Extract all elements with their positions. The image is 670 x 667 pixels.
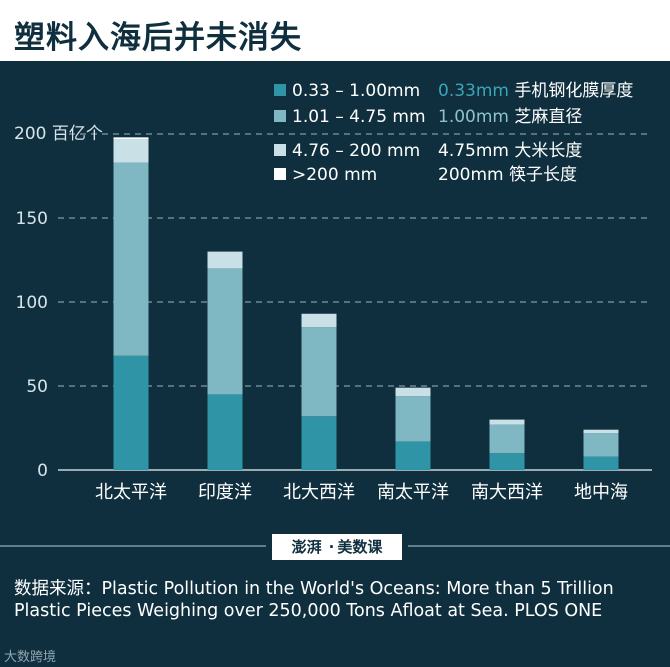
bar-segment [301,327,337,417]
brand-separator: · [328,538,335,556]
bar-segment [301,313,337,328]
legend-range: 1.01 – 4.75 mm [292,107,426,127]
y-unit-label: 200 百亿个 [14,124,103,144]
x-tick-label: 地中海 [574,482,628,503]
source-note: 数据来源：Plastic Pollution in the World's Oc… [14,579,614,621]
legend-range: 4.76 – 200 mm [292,141,420,161]
bar-segment [395,387,431,397]
y-tick-label: 0 [37,461,48,481]
legend-swatch [274,84,286,96]
bar-segment [113,355,149,470]
legend-example: 200mm 筷子长度 [438,165,577,185]
bar-segment [301,416,337,470]
bar-segment [207,251,243,269]
bar-segment [207,268,243,395]
x-tick-label: 南太平洋 [377,482,449,503]
x-tick-label: 印度洋 [198,482,252,503]
legend-swatch [274,110,286,122]
y-tick-label: 100 [16,293,48,313]
bar-segment [395,441,431,470]
header-bar: 塑料入海后并未消失 [0,0,670,64]
bar-segment [489,419,525,425]
page-title: 塑料入海后并未消失 [14,20,302,56]
legend-swatch [274,168,286,180]
brand-logo: 澎湃 [291,538,322,556]
bar-segment [395,396,431,442]
bar-segment [583,433,619,457]
legend-range: 0.33 – 1.00mm [292,81,420,101]
bar-segment [207,394,243,470]
bar-segment [489,453,525,470]
bar-segment [583,429,619,434]
legend-example: 0.33mm 手机钢化膜厚度 [438,81,633,101]
x-tick-label: 北太平洋 [95,482,167,503]
bar-segment [113,162,149,356]
watermark: 大数跨境 [4,650,57,665]
legend-range: >200 mm [292,165,377,185]
y-axis-ticks: 0 50 100 150 200 百亿个 [14,124,103,481]
header-rule [0,61,670,64]
legend: 0.33 – 1.00mm 0.33mm 手机钢化膜厚度 1.01 – 4.75 m… [274,81,633,185]
bar-segment [489,424,525,454]
bar-segment [113,137,149,140]
legend-example: 4.75mm 大米长度 [438,141,582,161]
x-tick-label: 北大西洋 [283,482,355,503]
legend-swatch [274,144,286,156]
bars [113,137,619,470]
grid-lines [58,133,652,471]
brand-badge: 澎湃 · 美数课 [272,534,402,560]
y-tick-label: 50 [26,377,48,397]
y-tick-label: 150 [16,209,48,229]
bar-segment [113,139,149,163]
bar-segment [583,456,619,470]
x-axis-labels: 北太平洋 印度洋 北大西洋 南太平洋 南大西洋 地中海 [95,482,628,503]
legend-example: 1.00mm 芝麻直径 [438,107,582,127]
brand-name: 美数课 [337,538,383,556]
x-tick-label: 南大西洋 [471,482,543,503]
